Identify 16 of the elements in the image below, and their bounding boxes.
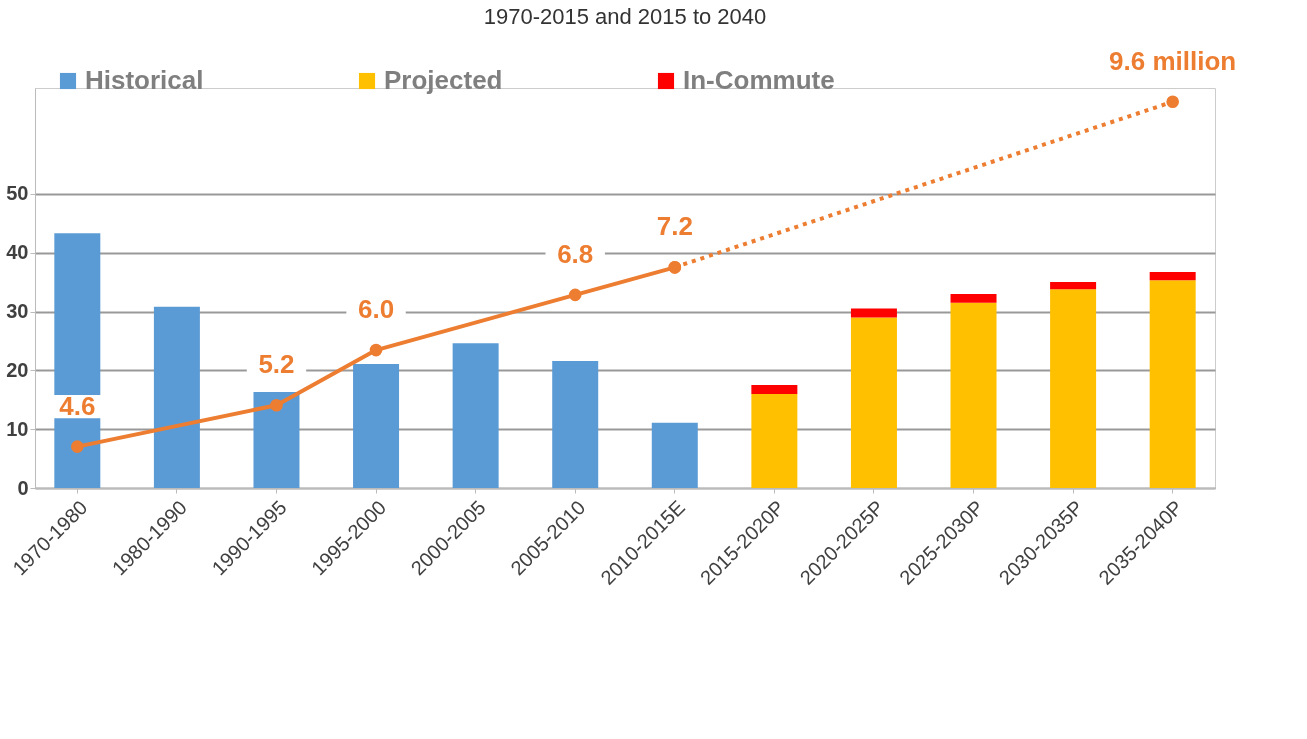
y-tick-label: 40 [6, 241, 29, 264]
data-label: 6.8 [557, 238, 594, 269]
data-label: 4.6 [59, 390, 96, 421]
data-label: 5.2 [258, 349, 295, 380]
data-label: 7.2 [656, 211, 693, 242]
legend-label: Projected [384, 65, 503, 95]
legend-label: Historical [85, 65, 204, 95]
data-label: 6.0 [357, 294, 395, 325]
y-tick-label: 0 [17, 476, 29, 499]
chart-title: 1970-2015 and 2015 to 2040 [483, 3, 767, 29]
data-label: 9.6 million [1109, 45, 1237, 76]
y-tick-label: 30 [6, 300, 29, 323]
y-tick-label: 50 [6, 182, 29, 205]
y-tick-label: 20 [6, 358, 29, 381]
legend-label: In-Commute [683, 65, 835, 95]
y-tick-label: 10 [6, 417, 29, 440]
